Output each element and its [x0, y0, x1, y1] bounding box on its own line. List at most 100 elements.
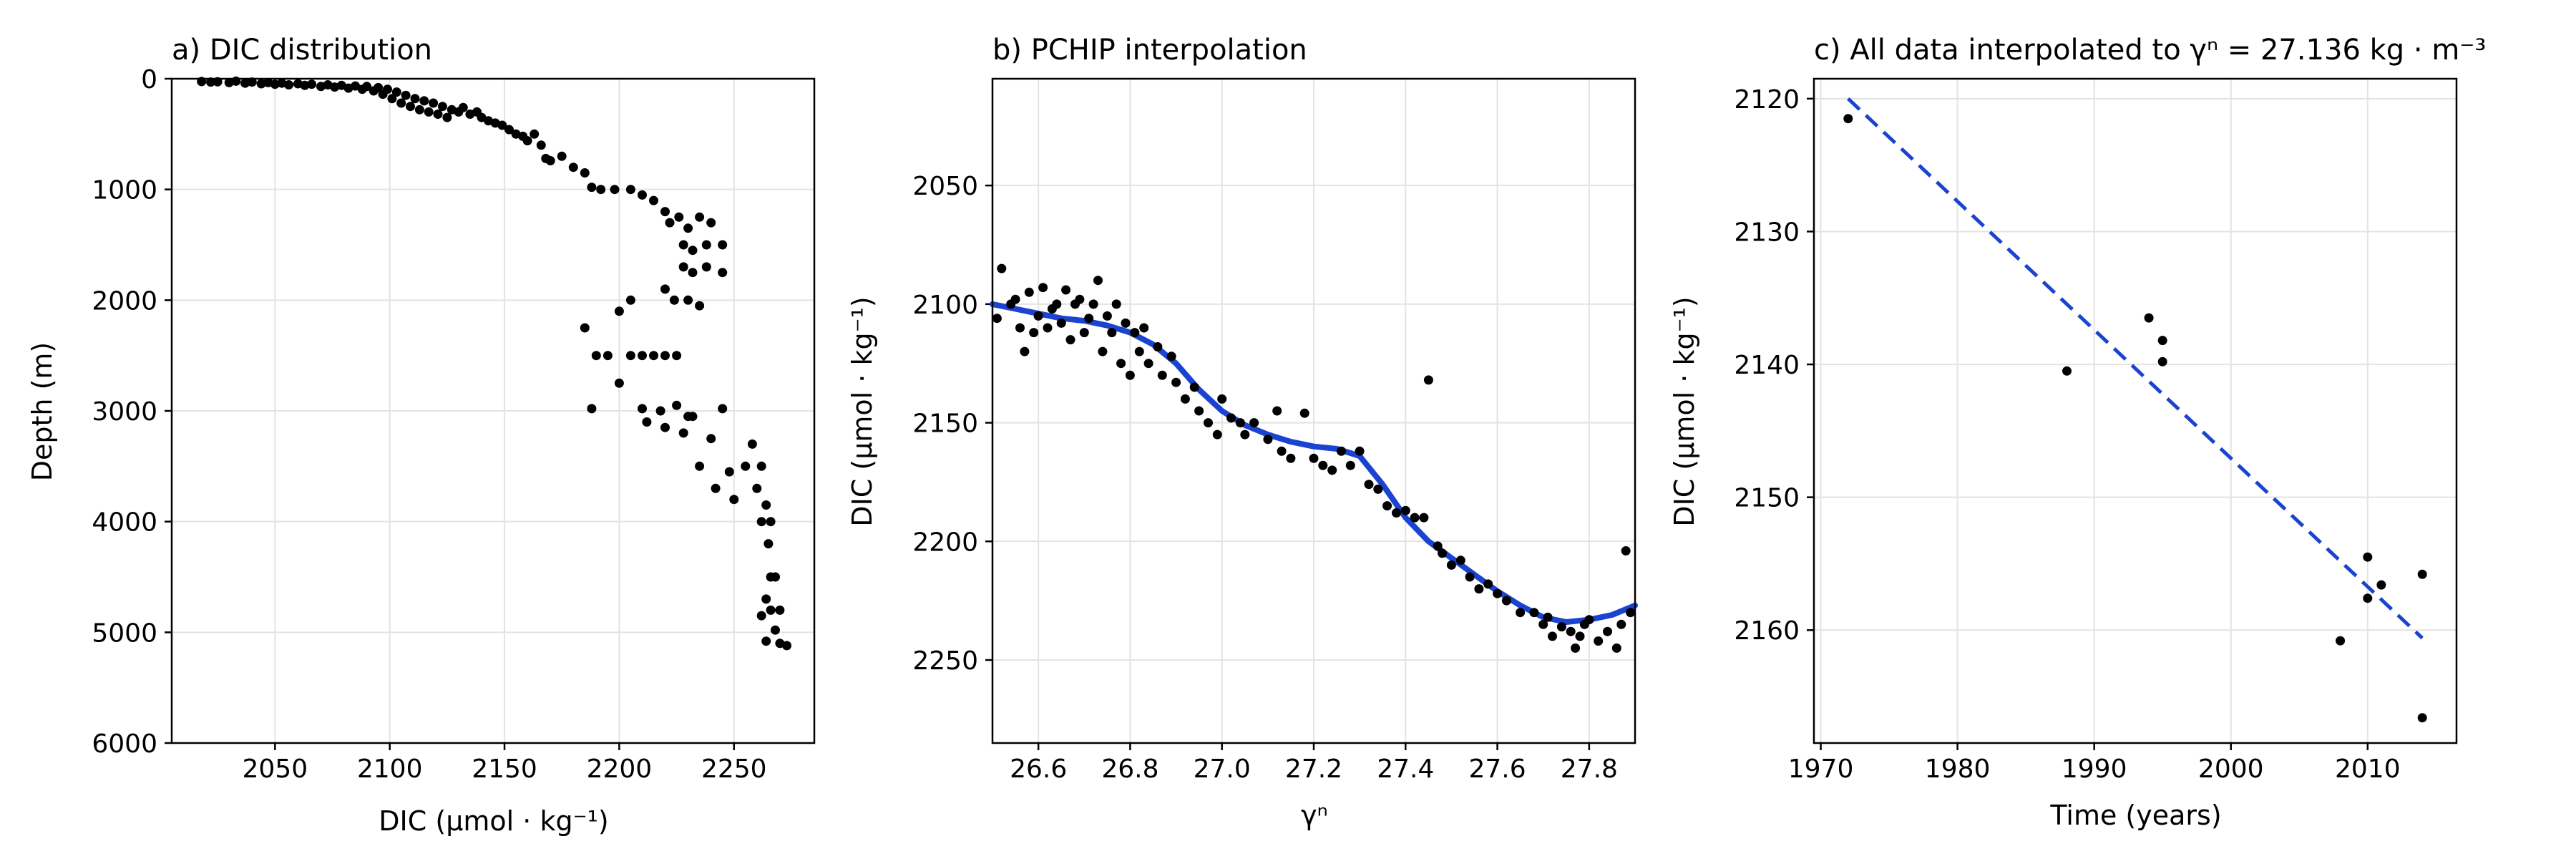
data-point [1575, 631, 1585, 641]
data-point [1189, 382, 1199, 392]
data-point [1157, 370, 1167, 380]
data-point [1056, 318, 1066, 328]
data-point [1015, 323, 1025, 333]
data-point [625, 351, 635, 361]
data-point [545, 156, 555, 165]
data-point [1065, 335, 1075, 345]
data-point [756, 517, 766, 527]
data-point [374, 82, 384, 92]
data-point [477, 112, 487, 122]
data-point [424, 107, 434, 117]
data-point [1423, 375, 1433, 385]
x-tick-label: 27.8 [1561, 754, 1618, 784]
data-point [387, 94, 397, 104]
data-point [1098, 346, 1108, 356]
data-point [530, 129, 540, 139]
data-point [678, 428, 688, 438]
data-point [1020, 346, 1030, 356]
x-tick-label: 2000 [2198, 754, 2264, 784]
data-point [992, 314, 1002, 324]
data-point [458, 102, 468, 112]
data-point [718, 268, 728, 278]
data-point [761, 594, 771, 604]
y-tick-label: 2130 [1734, 218, 1800, 247]
data-point [718, 240, 728, 250]
x-tick-label: 26.6 [1010, 754, 1067, 784]
data-point [1084, 314, 1094, 324]
data-point [614, 378, 624, 388]
data-point [660, 207, 670, 217]
y-tick-label: 2150 [912, 409, 978, 439]
data-point [1033, 311, 1043, 321]
pchip-curve [990, 301, 1638, 625]
data-point [1029, 328, 1039, 338]
data-point [660, 351, 670, 361]
data-point [695, 212, 705, 222]
data-point [669, 295, 679, 305]
data-point [741, 461, 751, 471]
data-point [587, 404, 597, 414]
data-point [695, 301, 705, 311]
data-point [433, 110, 443, 119]
data-point [1318, 460, 1328, 470]
data-point [1516, 608, 1526, 618]
axes-frame [1813, 77, 2458, 744]
data-point [1392, 508, 1401, 518]
data-point [247, 77, 257, 87]
data-point [660, 422, 670, 432]
data-point [683, 295, 693, 305]
data-point [1134, 346, 1144, 356]
data-point [1125, 370, 1135, 380]
data-point [1501, 596, 1511, 606]
data-point [596, 185, 606, 195]
x-tick-label: 2200 [587, 754, 653, 784]
data-point [1272, 406, 1282, 416]
x-tick-label: 27.4 [1377, 754, 1434, 784]
data-point [1483, 579, 1493, 589]
data-point [1061, 285, 1071, 295]
data-point [2417, 569, 2427, 579]
data-point [763, 539, 774, 549]
data-point [419, 96, 429, 106]
data-point [1235, 418, 1245, 428]
data-point [674, 212, 684, 222]
data-point [672, 351, 682, 361]
data-point [1373, 484, 1383, 494]
data-point [642, 417, 652, 427]
y-tick-label: 2150 [1734, 484, 1800, 513]
y-tick-label: 4000 [92, 508, 157, 538]
data-point [638, 190, 647, 200]
data-point [362, 82, 372, 92]
data-point [1024, 287, 1034, 297]
data-point [1010, 294, 1020, 304]
data-point [614, 306, 624, 316]
data-point [729, 495, 739, 505]
data-point [1493, 588, 1503, 598]
data-point [587, 183, 597, 193]
data-point [284, 80, 294, 89]
data-point [766, 517, 776, 527]
data-point [610, 185, 620, 195]
data-point [1382, 501, 1392, 511]
x-tick-label: 27.2 [1285, 754, 1342, 784]
data-point [706, 218, 716, 228]
data-point [391, 87, 401, 97]
data-point [414, 105, 424, 115]
panel-c-title: c) All data interpolated to γⁿ = 27.136 … [1814, 34, 2486, 67]
data-point [655, 406, 665, 416]
data-point [1263, 435, 1273, 445]
data-point [1355, 446, 1365, 456]
data-point [1226, 413, 1236, 423]
data-point [678, 240, 688, 250]
data-point [701, 262, 711, 272]
y-tick-label: 2160 [1734, 616, 1800, 646]
x-tick-label: 2250 [701, 754, 767, 784]
data-point [1621, 546, 1631, 555]
data-point [557, 151, 567, 161]
x-tick-label: 2100 [357, 754, 423, 784]
data-point [625, 185, 635, 195]
data-point [1043, 323, 1053, 333]
data-point [1566, 626, 1576, 636]
data-point [1180, 394, 1190, 404]
data-point [771, 572, 780, 582]
